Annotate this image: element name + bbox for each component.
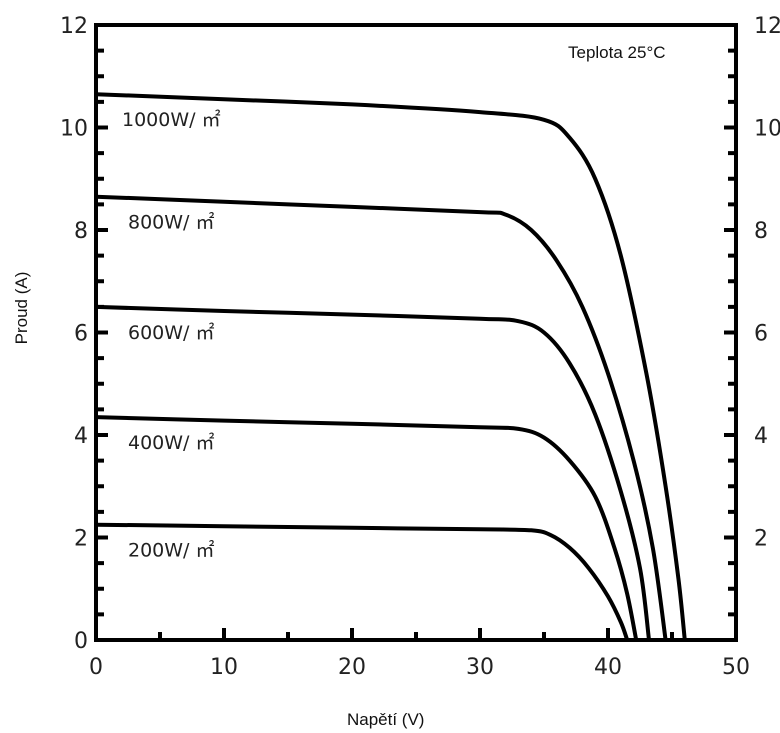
y-axis-title: Proud (A) — [12, 272, 31, 345]
y-tick-label-right: 6 — [754, 322, 768, 347]
series-line — [94, 92, 687, 642]
y-tick-label-right: 12 — [754, 14, 780, 39]
y-tick-label-right: 4 — [754, 424, 768, 449]
series-label: 600W/ ㎡ — [128, 321, 215, 344]
temperature-annotation: Teplota 25°C — [568, 43, 666, 62]
y-tick-label-left: 6 — [74, 322, 88, 347]
y-tick-label-right: 2 — [754, 527, 768, 552]
y-tick-label-left: 0 — [74, 629, 88, 654]
x-tick-label: 40 — [594, 655, 622, 680]
y-tick-label-left: 8 — [74, 219, 88, 244]
series-line — [94, 304, 651, 642]
series-line — [94, 415, 639, 642]
series-line — [94, 194, 668, 642]
y-tick-label-right: 8 — [754, 219, 768, 244]
x-tick-label: 30 — [466, 655, 494, 680]
y-tick-label-left: 10 — [60, 117, 88, 142]
series-line — [94, 522, 630, 642]
series-curves — [94, 92, 687, 642]
series-label: 200W/ ㎡ — [128, 539, 215, 562]
series-label: 800W/ ㎡ — [128, 211, 215, 234]
series-label: 1000W/ ㎡ — [122, 108, 221, 131]
y-tick-label-left: 2 — [74, 527, 88, 552]
x-tick-label: 0 — [89, 655, 103, 680]
x-axis-title: Napětí (V) — [347, 710, 424, 729]
y-tick-label-right: 10 — [754, 117, 780, 142]
x-tick-label: 50 — [722, 655, 750, 680]
x-tick-label: 10 — [210, 655, 238, 680]
series-labels: 1000W/ ㎡ 800W/ ㎡ 600W/ ㎡ 400W/ ㎡ 200W/ ㎡ — [122, 108, 221, 562]
y-tick-label-left: 4 — [74, 424, 88, 449]
series-label: 400W/ ㎡ — [128, 431, 215, 454]
axis-tick-labels: 0 10 20 30 40 50 0 2 4 6 8 10 12 2 4 6 8 10 12 — [60, 14, 780, 680]
y-tick-label-left: 12 — [60, 14, 88, 39]
x-tick-label: 20 — [338, 655, 366, 680]
